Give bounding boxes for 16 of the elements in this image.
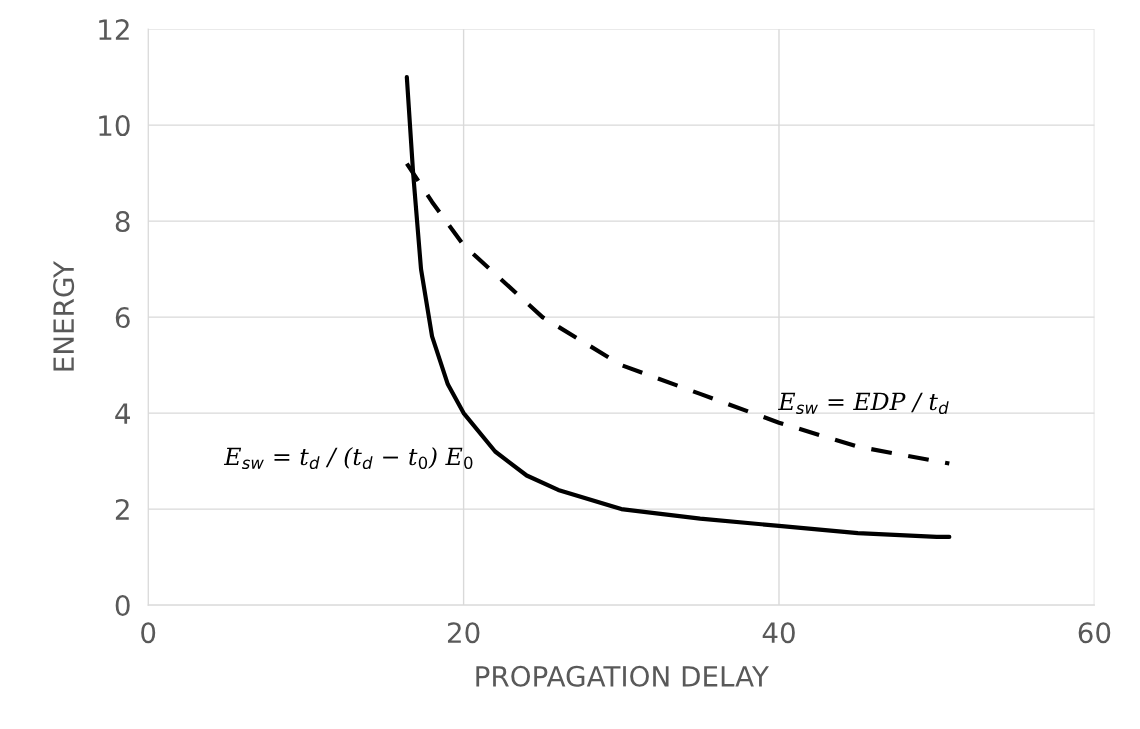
y-tick-label: 4: [115, 403, 130, 424]
x-tick-label: 20: [447, 622, 480, 644]
y-tick-label: 8: [115, 211, 130, 233]
y-tick-label: 0: [115, 595, 130, 617]
line-series: [404, 75, 952, 540]
y-tick-label: 2: [115, 499, 129, 520]
y-tick-label: 6: [115, 307, 130, 329]
y-axis-title: ENERGY: [53, 260, 75, 371]
x-tick-label: 0: [141, 622, 156, 644]
series-label: E$_{sw}$ = EDP / t$_{d}$: [778, 392, 949, 415]
x-axis-title: PROPAGATION DELAY: [476, 665, 769, 687]
x-tick-label: 60: [1078, 622, 1111, 644]
text: E$_{sw}$ = t$_{d}$ / (t$_{d}$ − t$_{0}$) E$_{0}$: [223, 447, 473, 470]
x-tick-label: 40: [762, 622, 795, 644]
y-tick-label: 10: [99, 115, 130, 137]
y-tick-label: 12: [99, 19, 129, 40]
